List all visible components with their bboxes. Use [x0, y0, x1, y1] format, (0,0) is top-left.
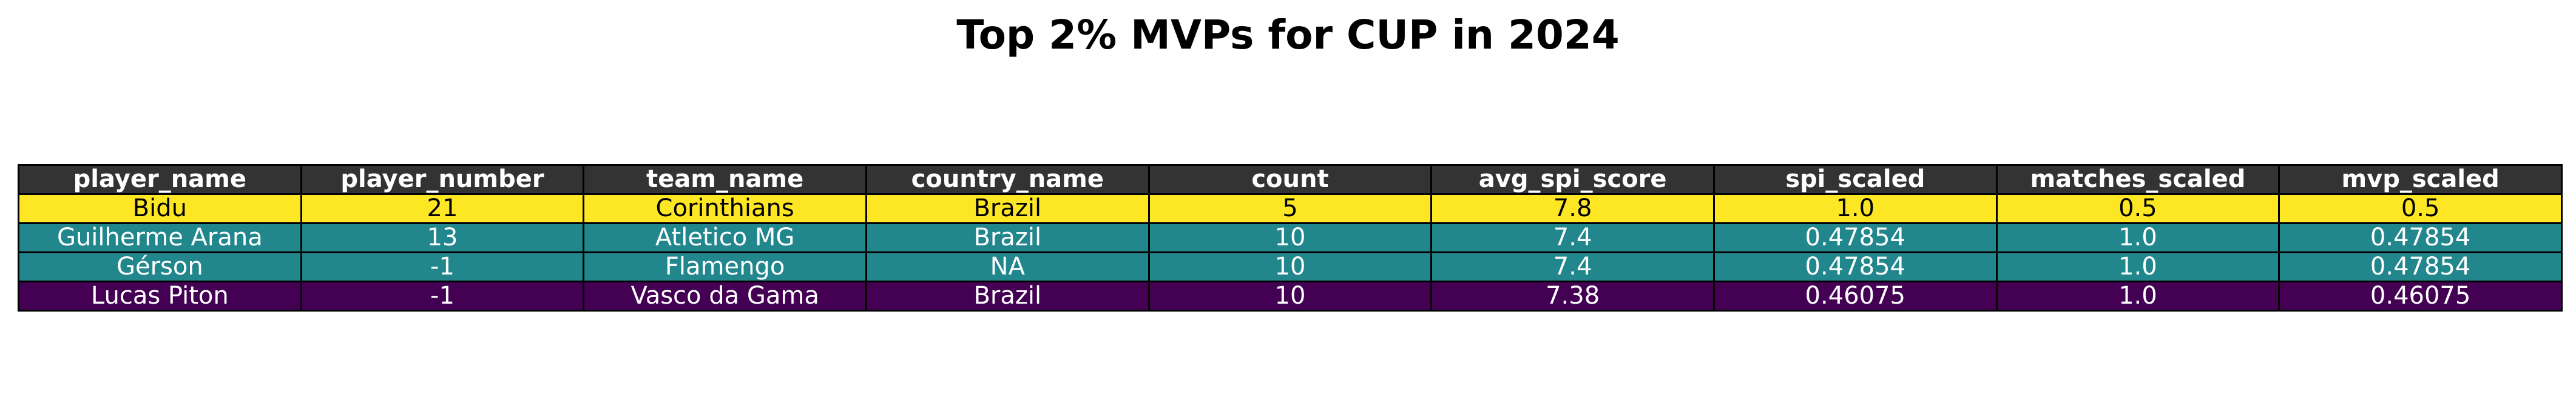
table-cell-matches-scaled: 1.0: [1995, 251, 2280, 282]
table-cell-count: 10: [1148, 281, 1433, 312]
chart-title: Top 2% MVPs for CUP in 2024: [956, 12, 1620, 58]
table-cell-player-name: Lucas Piton: [18, 281, 302, 312]
table-cell-player-number: 13: [300, 222, 585, 253]
table-cell-count: 5: [1148, 193, 1433, 224]
table-cell-country-name: Brazil: [865, 281, 1150, 312]
column-header: player_name: [18, 164, 302, 195]
mvp-table: player_name player_number team_name country…: [18, 164, 2563, 312]
table-cell-spi-scaled: 1.0: [1712, 193, 1998, 224]
table-cell-player-name: Guilherme Arana: [18, 222, 302, 253]
table-body: Bidu 21 Corinthians Brazil 5 7.8 1.0 0.5 0.5 Guil…: [18, 193, 2563, 312]
table-cell-avg-spi-score: 7.4: [1430, 251, 1715, 282]
table-cell-country-name: NA: [865, 251, 1150, 282]
table-cell-mvp-scaled: 0.47854: [2278, 251, 2563, 282]
table-row: Bidu 21 Corinthians Brazil 5 7.8 1.0 0.5 0.5: [18, 193, 2563, 224]
table-cell-country-name: Brazil: [865, 193, 1150, 224]
table-row: Guilherme Arana 13 Atletico MG Brazil 10 7.4 0…: [18, 222, 2563, 253]
table-cell-player-number: 21: [300, 193, 585, 224]
table-cell-mvp-scaled: 0.47854: [2278, 222, 2563, 253]
table-cell-player-number: -1: [300, 251, 585, 282]
column-header: country_name: [865, 164, 1150, 195]
table-cell-mvp-scaled: 0.46075: [2278, 281, 2563, 312]
column-header: player_number: [300, 164, 585, 195]
table-cell-player-number: -1: [300, 281, 585, 312]
table-cell-mvp-scaled: 0.5: [2278, 193, 2563, 224]
mvp-table-container: player_name player_number team_name country…: [18, 164, 2563, 312]
column-header: mvp_scaled: [2278, 164, 2563, 195]
table-cell-player-name: Bidu: [18, 193, 302, 224]
table-cell-spi-scaled: 0.47854: [1712, 222, 1998, 253]
column-header: matches_scaled: [1995, 164, 2280, 195]
column-header: avg_spi_score: [1430, 164, 1715, 195]
table-cell-matches-scaled: 0.5: [1995, 193, 2280, 224]
table-cell-team-name: Corinthians: [583, 193, 867, 224]
table-cell-avg-spi-score: 7.4: [1430, 222, 1715, 253]
table-cell-spi-scaled: 0.46075: [1712, 281, 1998, 312]
table-cell-player-name: Gérson: [18, 251, 302, 282]
table-cell-count: 10: [1148, 222, 1433, 253]
table-cell-spi-scaled: 0.47854: [1712, 251, 1998, 282]
table-cell-team-name: Atletico MG: [583, 222, 867, 253]
table-cell-matches-scaled: 1.0: [1995, 281, 2280, 312]
header-row: player_name player_number team_name country…: [18, 164, 2563, 195]
table-row: Gérson -1 Flamengo NA 10 7.4 0.47854 1.0 0.47854: [18, 251, 2563, 282]
table-row: Lucas Piton -1 Vasco da Gama Brazil 10 7.38 0.…: [18, 281, 2563, 312]
table-cell-team-name: Flamengo: [583, 251, 867, 282]
column-header: team_name: [583, 164, 867, 195]
table-cell-avg-spi-score: 7.8: [1430, 193, 1715, 224]
table-cell-team-name: Vasco da Gama: [583, 281, 867, 312]
table-cell-country-name: Brazil: [865, 222, 1150, 253]
table-cell-avg-spi-score: 7.38: [1430, 281, 1715, 312]
table-cell-matches-scaled: 1.0: [1995, 222, 2280, 253]
table-header: player_name player_number team_name country…: [18, 164, 2563, 195]
column-header: spi_scaled: [1712, 164, 1998, 195]
table-cell-count: 10: [1148, 251, 1433, 282]
column-header: count: [1148, 164, 1433, 195]
